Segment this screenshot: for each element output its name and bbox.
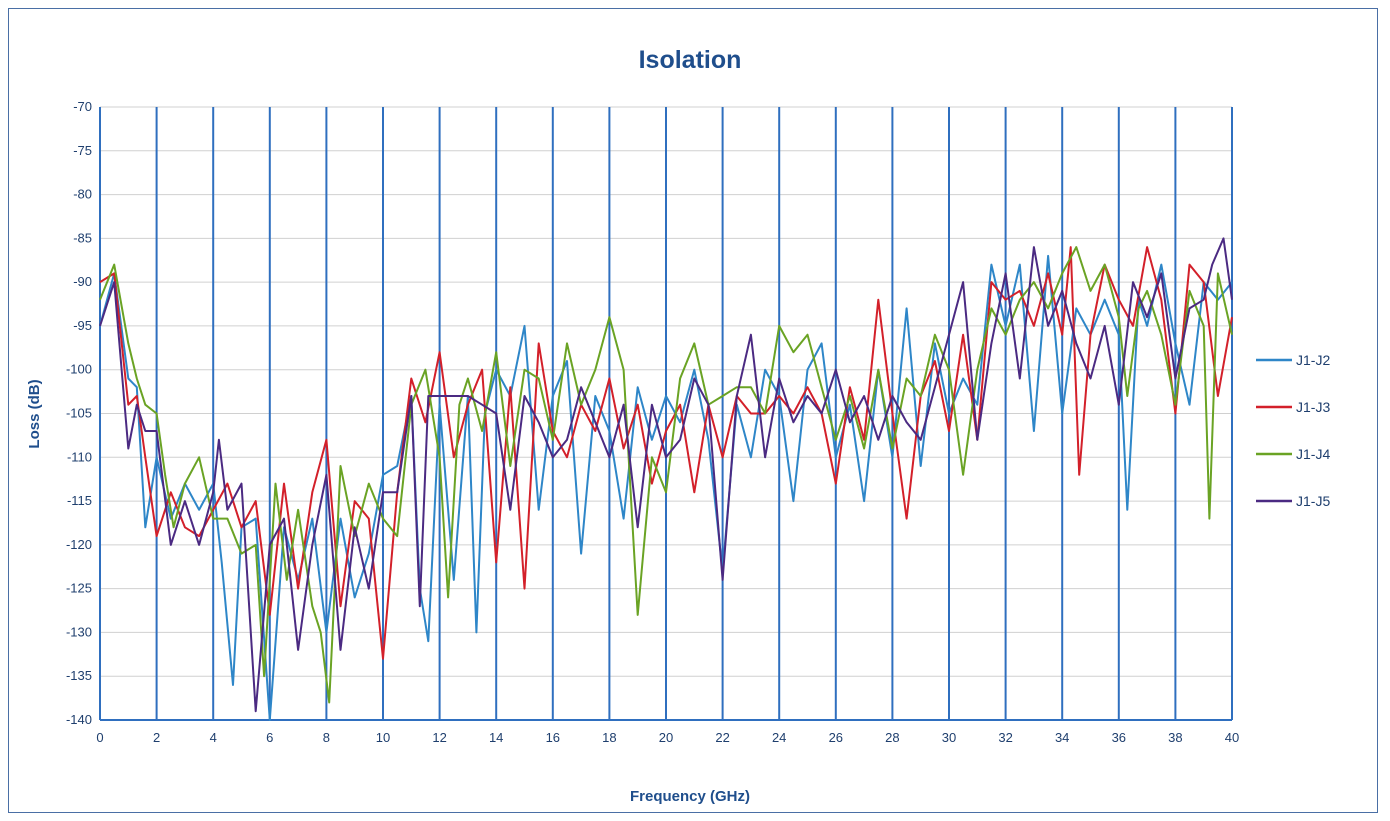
grid: [99, 106, 1233, 721]
x-tick-label: 8: [323, 730, 330, 745]
y-tick-label: -90: [73, 274, 92, 289]
x-tick-label: 20: [659, 730, 673, 745]
x-tick-label: 16: [546, 730, 560, 745]
y-axis-label: Loss (dB): [26, 379, 43, 448]
legend-label: J1-J3: [1296, 399, 1330, 415]
y-tick-label: -100: [66, 362, 92, 377]
ticks: -70 -75 -80 -85 -90 -95 -100 -105 -110 -115 -120 -1…: [66, 99, 1239, 745]
legend: J1-J2 J1-J3 J1-J4 J1-J5: [1256, 352, 1330, 509]
x-tick-label: 26: [829, 730, 843, 745]
y-tick-label: -120: [66, 537, 92, 552]
x-tick-label: 38: [1168, 730, 1182, 745]
x-tick-label: 14: [489, 730, 503, 745]
y-tick-label: -135: [66, 668, 92, 683]
y-tick-label: -105: [66, 406, 92, 421]
x-tick-label: 34: [1055, 730, 1069, 745]
legend-label: J1-J2: [1296, 352, 1330, 368]
x-tick-label: 18: [602, 730, 616, 745]
y-tick-label: -75: [73, 143, 92, 158]
x-tick-label: 22: [715, 730, 729, 745]
x-axis-label: Frequency (GHz): [630, 788, 750, 805]
y-tick-label: -125: [66, 581, 92, 596]
y-tick-label: -110: [67, 449, 92, 464]
chart-frame: Isolation Frequency (GHz) Loss (dB) -70-…: [8, 8, 1378, 813]
x-tick-label: 0: [96, 730, 103, 745]
y-tick-label: -70: [73, 99, 92, 114]
x-tick-label: 6: [266, 730, 273, 745]
y-tick-label: -80: [73, 187, 92, 202]
y-tick-label: -95: [73, 318, 92, 333]
x-tick-label: 30: [942, 730, 956, 745]
y-tick-label: -130: [66, 624, 92, 639]
y-tick-label: -140: [66, 712, 92, 727]
series-line-j1-j4: [99, 246, 1233, 704]
x-tick-label: 28: [885, 730, 899, 745]
x-tick-label: 12: [432, 730, 446, 745]
x-tick-label: 10: [376, 730, 390, 745]
x-tick-label: 24: [772, 730, 786, 745]
isolation-chart: Isolation Frequency (GHz) Loss (dB) -70-…: [26, 46, 1330, 805]
series-group: [99, 237, 1233, 721]
x-tick-label: 32: [998, 730, 1012, 745]
x-tick-label: 40: [1225, 730, 1239, 745]
x-tick-label: 4: [210, 730, 217, 745]
legend-label: J1-J4: [1296, 446, 1330, 462]
x-tick-label: 36: [1112, 730, 1126, 745]
y-tick-label: -85: [73, 230, 92, 245]
series-line-j1-j5: [99, 237, 1233, 713]
y-tick-label: -115: [67, 493, 92, 508]
chart-title: Isolation: [639, 46, 742, 74]
x-tick-label: 2: [153, 730, 160, 745]
legend-label: J1-J5: [1296, 493, 1330, 509]
